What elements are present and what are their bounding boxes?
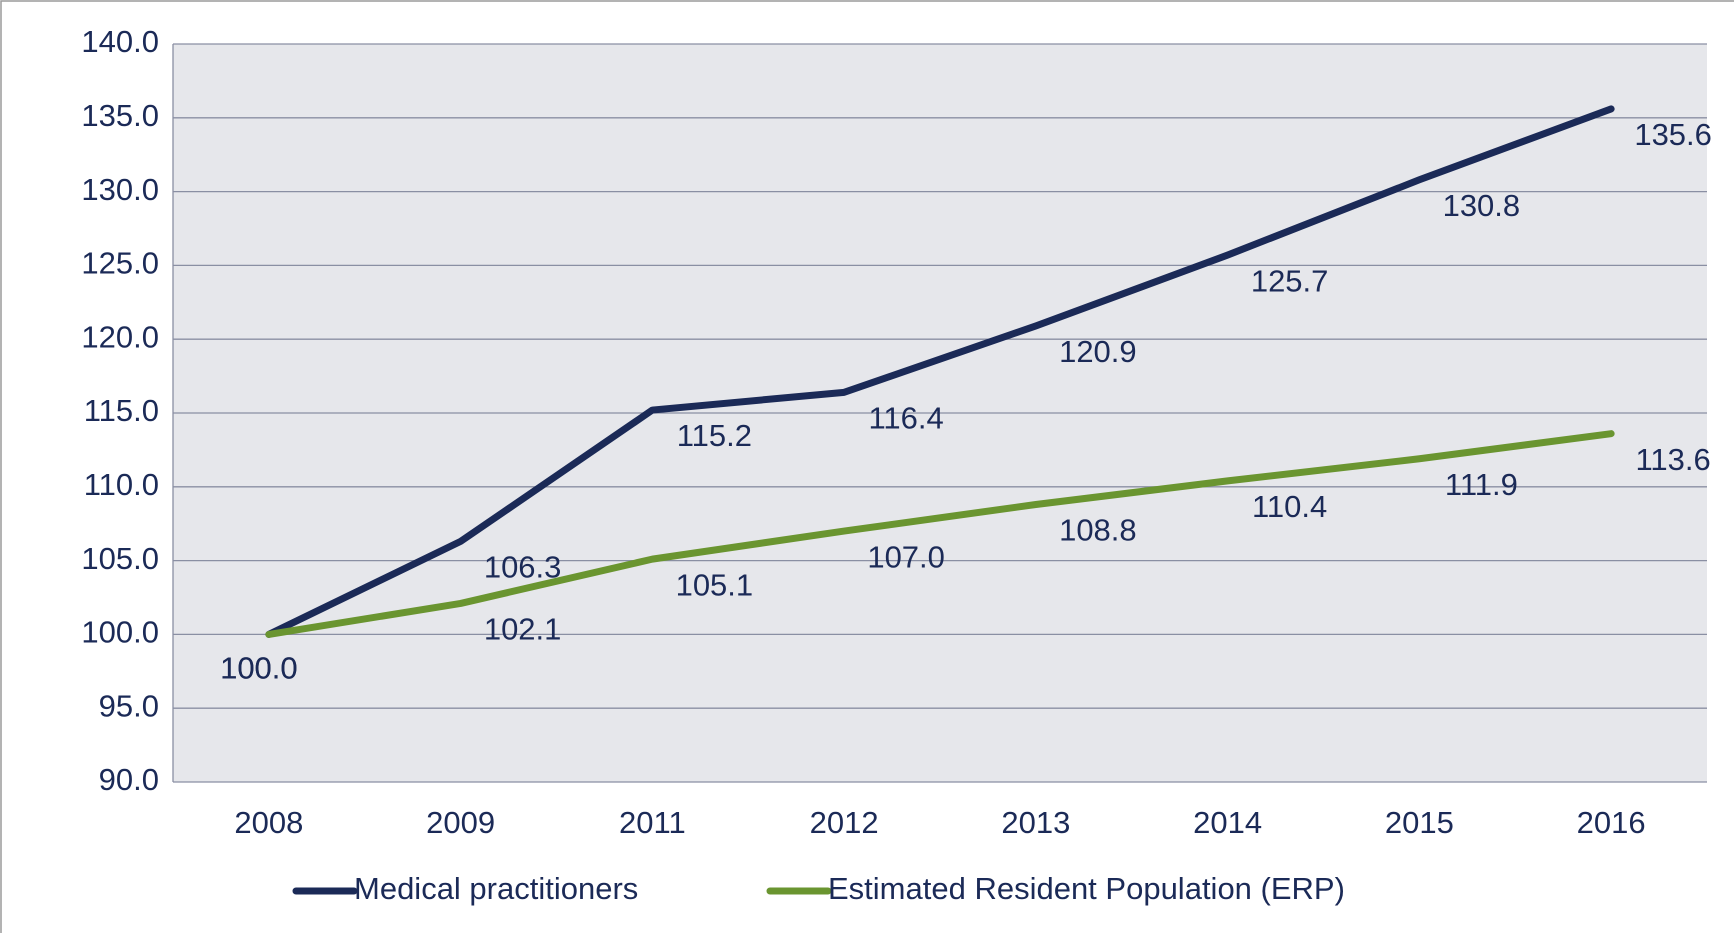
data-label: 108.8 bbox=[1059, 513, 1137, 548]
data-label: 106.3 bbox=[484, 550, 562, 585]
y-tick-label: 90.0 bbox=[99, 762, 159, 797]
data-label: 102.1 bbox=[484, 612, 562, 647]
x-tick-label: 2009 bbox=[426, 805, 495, 840]
y-tick-label: 130.0 bbox=[81, 172, 159, 207]
y-tick-label: 105.0 bbox=[81, 541, 159, 576]
y-tick-label: 95.0 bbox=[99, 688, 159, 723]
data-label: 100.0 bbox=[220, 651, 298, 686]
data-label: 105.1 bbox=[676, 567, 754, 602]
data-label: 107.0 bbox=[867, 539, 945, 574]
x-tick-label: 2012 bbox=[810, 805, 879, 840]
x-tick-label: 2008 bbox=[234, 805, 303, 840]
data-label: 125.7 bbox=[1251, 263, 1329, 298]
y-tick-label: 140.0 bbox=[81, 24, 159, 59]
data-label: 120.9 bbox=[1059, 334, 1137, 369]
data-label: 100.0 bbox=[220, 651, 298, 686]
data-label: 113.6 bbox=[1635, 442, 1710, 477]
y-tick-label: 135.0 bbox=[81, 98, 159, 133]
data-label: 116.4 bbox=[868, 401, 943, 436]
x-tick-label: 2011 bbox=[619, 805, 686, 840]
series-line bbox=[265, 105, 1615, 638]
data-label: 130.8 bbox=[1443, 188, 1521, 223]
y-tick-label: 110.0 bbox=[84, 467, 159, 502]
y-tick-label: 100.0 bbox=[81, 615, 159, 650]
data-label: 111.9 bbox=[1445, 467, 1518, 502]
x-tick-label: 2014 bbox=[1193, 805, 1262, 840]
y-tick-label: 115.0 bbox=[84, 393, 159, 428]
data-label: 135.6 bbox=[1634, 117, 1712, 152]
y-tick-label: 125.0 bbox=[81, 246, 159, 281]
y-tick-label: 120.0 bbox=[81, 319, 159, 354]
series-line bbox=[265, 430, 1615, 638]
x-tick-label: 2015 bbox=[1385, 805, 1454, 840]
x-tick-label: 2013 bbox=[1001, 805, 1070, 840]
data-label: 115.2 bbox=[677, 418, 752, 453]
legend-label: Estimated Resident Population (ERP) bbox=[828, 871, 1345, 906]
x-tick-label: 2016 bbox=[1577, 805, 1646, 840]
legend-label: Medical practitioners bbox=[354, 871, 638, 906]
data-label: 110.4 bbox=[1252, 489, 1327, 524]
